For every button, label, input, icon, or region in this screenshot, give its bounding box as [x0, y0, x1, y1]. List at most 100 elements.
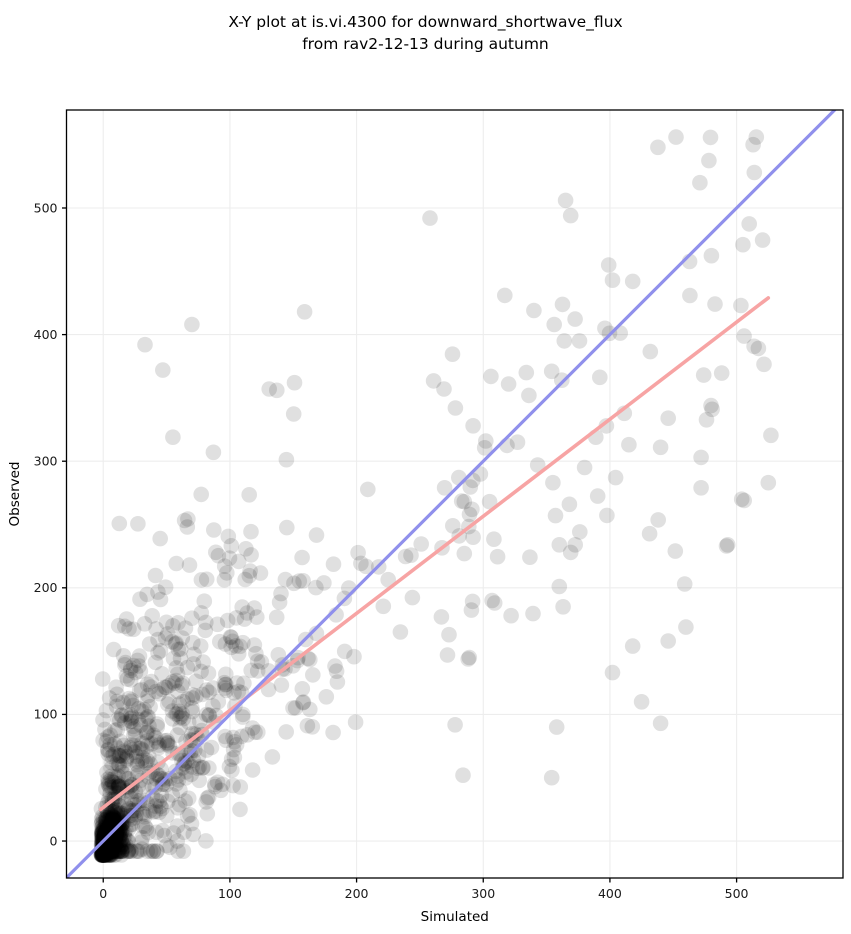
scatter-point — [94, 847, 110, 863]
scatter-point — [139, 709, 156, 725]
scatter-point — [97, 812, 113, 829]
scatter-point — [148, 621, 164, 637]
scatter-point — [123, 807, 140, 824]
scatter-point — [763, 427, 779, 444]
scatter-point — [117, 657, 133, 673]
scatter-point — [123, 737, 140, 753]
scatter-point — [103, 820, 119, 837]
scatter-point — [103, 844, 120, 860]
scatter-point — [102, 842, 119, 858]
scatter-point — [106, 803, 122, 819]
scatter-point — [112, 829, 128, 845]
scatter-point — [94, 832, 110, 848]
scatter-point — [97, 847, 114, 863]
scatter-point — [198, 571, 215, 588]
scatter-point — [134, 805, 151, 821]
x-tick-label: 400 — [598, 886, 622, 901]
scatter-point — [144, 736, 160, 752]
scatter-point — [174, 630, 191, 646]
scatter-point — [650, 512, 666, 528]
scatter-point — [182, 807, 198, 823]
scatter-point — [99, 825, 116, 842]
scatter-point — [302, 701, 318, 718]
scatter-point — [224, 762, 240, 779]
scatter-point — [185, 656, 202, 672]
chart-title-line1: X-Y plot at is.vi.4300 for downward_shor… — [228, 13, 623, 31]
scatter-point — [170, 683, 186, 700]
scatter-point — [154, 800, 170, 817]
scatter-point — [99, 844, 116, 860]
scatter-point — [102, 803, 119, 819]
scatter-point — [106, 825, 123, 842]
scatter-point — [178, 753, 194, 769]
scatter-point — [99, 844, 115, 861]
scatter-point — [132, 740, 149, 757]
scatter-point — [142, 698, 158, 715]
scatter-point — [746, 338, 762, 355]
scatter-point — [126, 796, 143, 813]
scatter-point — [111, 757, 128, 773]
scatter-point — [134, 703, 150, 719]
scatter-point — [543, 363, 560, 380]
scatter-point — [103, 842, 120, 859]
scatter-point — [135, 750, 151, 766]
scatter-point — [100, 822, 117, 839]
scatter-point — [567, 311, 583, 327]
scatter-point — [107, 824, 124, 841]
scatter-point — [294, 549, 310, 566]
scatter-point — [112, 820, 129, 837]
scatter-point — [101, 824, 118, 840]
scatter-point — [95, 847, 112, 863]
scatter-point — [122, 713, 139, 730]
scatter-point — [94, 847, 111, 863]
scatter-point — [100, 832, 117, 849]
scatter-point — [169, 666, 186, 682]
scatter-point — [750, 340, 767, 357]
scatter-point — [100, 776, 117, 792]
scatter-point — [94, 847, 110, 863]
scatter-point — [111, 756, 127, 772]
scatter-point — [139, 586, 155, 603]
scatter-point — [100, 832, 117, 849]
scatter-point — [98, 843, 114, 859]
scatter-point — [100, 729, 116, 745]
scatter-point — [95, 838, 111, 855]
scatter-point — [120, 821, 137, 837]
scatter-point — [94, 671, 111, 687]
scatter-point — [109, 830, 126, 847]
scatter-point — [96, 847, 113, 863]
scatter-point — [156, 732, 173, 749]
scatter-point — [736, 492, 752, 509]
scatter-point — [98, 826, 115, 843]
grid-layer — [66, 110, 843, 878]
scatter-point — [113, 817, 130, 834]
scatter-point — [439, 647, 456, 663]
scatter-point — [94, 819, 111, 835]
scatter-point — [116, 743, 133, 759]
scatter-point — [99, 831, 115, 848]
scatter-point — [126, 737, 143, 753]
scatter-point — [115, 648, 132, 664]
scatter-point — [217, 636, 234, 652]
scatter-point — [133, 834, 150, 850]
scatter-point — [159, 736, 175, 753]
scatter-point — [218, 682, 235, 699]
scatter-point — [562, 207, 579, 224]
scatter-point — [147, 730, 164, 746]
scatter-point — [100, 774, 117, 790]
scatter-point — [110, 748, 127, 764]
scatter-point — [175, 693, 191, 710]
scatter-point — [97, 834, 114, 851]
scatter-point — [110, 777, 126, 794]
scatter-point — [109, 686, 125, 703]
scatter-point — [123, 693, 139, 710]
scatter-point — [97, 844, 114, 860]
scatter-point — [244, 762, 261, 778]
scatter-point — [98, 843, 114, 859]
scatter-point — [170, 772, 187, 788]
scatter-point — [209, 774, 226, 791]
scatter-point — [149, 792, 165, 809]
scatter-point — [116, 828, 133, 845]
scatter-point — [108, 785, 124, 801]
scatter-point — [144, 788, 161, 805]
